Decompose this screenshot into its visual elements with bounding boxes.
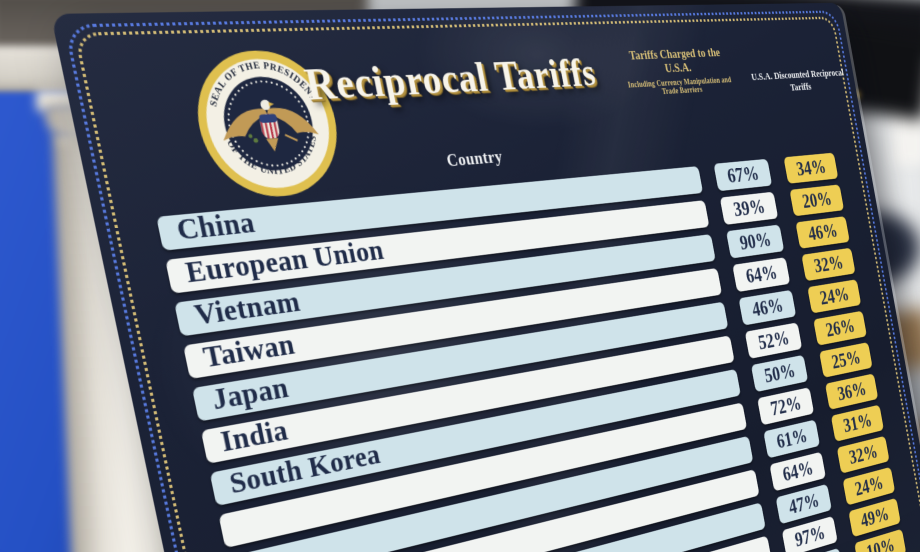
discounted-tariff-box: 32% xyxy=(801,247,856,282)
charged-tariff-box: 64% xyxy=(732,257,791,293)
discounted-tariff-box: 34% xyxy=(783,152,839,184)
discounted-tariff-value: 24% xyxy=(818,282,851,310)
discounted-tariff-value: 32% xyxy=(812,250,845,278)
discounted-tariff-value: 34% xyxy=(794,155,828,181)
charged-tariff-value: 46% xyxy=(750,293,785,322)
charged-tariff-value: 64% xyxy=(780,455,815,487)
discounted-tariff-value: 49% xyxy=(858,502,891,532)
discounted-tariff-value: 31% xyxy=(841,408,874,437)
charged-tariff-value: 52% xyxy=(756,325,791,355)
charged-tariff-box: 39% xyxy=(719,191,779,225)
charged-tariff-value: 39% xyxy=(731,194,767,222)
charged-header-text: Tariffs Charged to the U.S.A. xyxy=(628,46,722,76)
column-header-charged: Tariffs Charged to the U.S.A. Including … xyxy=(617,46,737,99)
presidential-seal: SEAL OF THE PRESIDENT OF THE UNITED STAT… xyxy=(184,48,350,203)
discounted-tariff-value: 46% xyxy=(806,218,840,245)
charged-tariff-box: 67% xyxy=(713,158,773,192)
charged-tariff-value: 64% xyxy=(744,260,779,288)
discounted-tariff-box: 46% xyxy=(795,216,850,249)
charged-tariff-value: 90% xyxy=(737,227,773,255)
discounted-tariff-value: 25% xyxy=(829,345,863,374)
charged-tariff-value: 72% xyxy=(768,391,803,421)
charged-tariff-value: 61% xyxy=(774,423,809,454)
charged-tariff-value: 50% xyxy=(762,358,797,388)
discounted-tariff-box: 20% xyxy=(789,184,845,217)
charged-tariff-value: 97% xyxy=(793,520,827,552)
discounted-tariff-value: 20% xyxy=(800,187,834,213)
charged-tariff-value: 47% xyxy=(786,488,821,519)
country-label: China xyxy=(173,206,258,247)
discounted-tariff-value: 24% xyxy=(853,471,885,501)
charged-tariff-value: 67% xyxy=(725,161,761,188)
country-label: India xyxy=(217,413,291,459)
charged-tariff-box: 90% xyxy=(726,224,785,259)
discounted-tariff-value: 26% xyxy=(824,314,857,342)
discounted-tariff-value: 10% xyxy=(864,533,897,552)
tariff-board: SEAL OF THE PRESIDENT OF THE UNITED STAT… xyxy=(50,2,920,552)
discounted-tariff-value: 36% xyxy=(835,377,868,406)
discounted-tariff-value: 32% xyxy=(847,439,880,469)
tariff-rows: China 67% 34% European Union 39% 20% Vietnam 90… xyxy=(155,149,918,552)
